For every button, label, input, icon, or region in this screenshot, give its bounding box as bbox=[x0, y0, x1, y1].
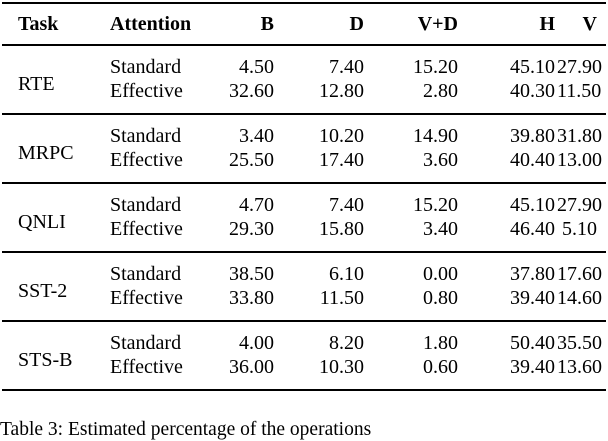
value-vd: 0.80 bbox=[423, 287, 458, 309]
col-header-v: V bbox=[582, 13, 597, 35]
value-vd: 15.20 bbox=[413, 56, 458, 78]
task-label: RTE bbox=[18, 73, 55, 95]
value-b: 4.00 bbox=[239, 332, 274, 354]
value-h: 37.80 bbox=[510, 263, 555, 285]
task-group-rte: RTE Standard 4.50 7.40 15.20 45.10 27.90… bbox=[2, 45, 606, 114]
table-row: MRPC Standard 3.40 10.20 14.90 39.80 31.… bbox=[2, 114, 606, 164]
table-row: Effective 25.50 17.40 3.60 40.40 13.00 bbox=[2, 148, 606, 183]
value-b: 3.40 bbox=[239, 125, 274, 147]
attention-type: Standard bbox=[110, 125, 182, 147]
value-v: 5.10 bbox=[562, 218, 597, 240]
col-header-d: D bbox=[349, 13, 364, 35]
value-d: 15.80 bbox=[319, 218, 364, 240]
table-row: QNLI Standard 4.70 7.40 15.20 45.10 27.9… bbox=[2, 183, 606, 233]
task-label: SST-2 bbox=[18, 280, 68, 302]
header-row: Task Attention B D V+D H V bbox=[2, 3, 606, 45]
value-b: 4.70 bbox=[239, 194, 274, 216]
attention-type: Effective bbox=[110, 80, 183, 102]
value-h: 40.40 bbox=[510, 149, 555, 171]
table-row: Effective 29.30 15.80 3.40 46.40 5.10 bbox=[2, 217, 606, 252]
value-b: 25.50 bbox=[229, 149, 274, 171]
value-b: 36.00 bbox=[229, 356, 274, 378]
table-caption: Table 3: Estimated percentage of the ope… bbox=[0, 419, 372, 440]
value-h: 39.80 bbox=[510, 125, 555, 147]
value-d: 8.20 bbox=[329, 332, 364, 354]
attention-type: Effective bbox=[110, 218, 183, 240]
table-row: RTE Standard 4.50 7.40 15.20 45.10 27.90 bbox=[2, 45, 606, 95]
value-b: 4.50 bbox=[239, 56, 274, 78]
table-row: Effective 36.00 10.30 0.60 39.40 13.60 bbox=[2, 355, 606, 390]
col-header-attention: Attention bbox=[110, 13, 192, 35]
value-h: 50.40 bbox=[510, 332, 555, 354]
value-v: 17.60 bbox=[557, 263, 602, 285]
value-v: 27.90 bbox=[557, 194, 602, 216]
attention-type: Standard bbox=[110, 263, 182, 285]
table-header: Task Attention B D V+D H V bbox=[2, 3, 606, 45]
value-v: 35.50 bbox=[557, 332, 602, 354]
value-h: 45.10 bbox=[510, 56, 555, 78]
value-d: 10.20 bbox=[319, 125, 364, 147]
value-v: 13.00 bbox=[557, 149, 602, 171]
value-h: 40.30 bbox=[510, 80, 555, 102]
task-label: QNLI bbox=[18, 211, 66, 233]
attention-type: Standard bbox=[110, 194, 182, 216]
attention-type: Effective bbox=[110, 356, 183, 378]
table-row: SST-2 Standard 38.50 6.10 0.00 37.80 17.… bbox=[2, 252, 606, 302]
value-v: 13.60 bbox=[557, 356, 602, 378]
value-d: 6.10 bbox=[329, 263, 364, 285]
value-d: 12.80 bbox=[319, 80, 364, 102]
task-label: MRPC bbox=[18, 142, 74, 164]
value-vd: 0.60 bbox=[423, 356, 458, 378]
table-row: Effective 32.60 12.80 2.80 40.30 11.50 bbox=[2, 79, 606, 114]
task-group-mrpc: MRPC Standard 3.40 10.20 14.90 39.80 31.… bbox=[2, 114, 606, 183]
value-vd: 14.90 bbox=[413, 125, 458, 147]
value-b: 32.60 bbox=[229, 80, 274, 102]
task-group-stsb: STS-B Standard 4.00 8.20 1.80 50.40 35.5… bbox=[2, 321, 606, 390]
value-h: 39.40 bbox=[510, 356, 555, 378]
value-d: 17.40 bbox=[319, 149, 364, 171]
value-b: 29.30 bbox=[229, 218, 274, 240]
value-vd: 1.80 bbox=[423, 332, 458, 354]
col-header-vd: V+D bbox=[417, 13, 458, 35]
value-vd: 2.80 bbox=[423, 80, 458, 102]
value-v: 11.50 bbox=[557, 80, 602, 102]
value-vd: 15.20 bbox=[413, 194, 458, 216]
value-v: 31.80 bbox=[557, 125, 602, 147]
attention-type: Effective bbox=[110, 149, 183, 171]
table-row: Effective 33.80 11.50 0.80 39.40 14.60 bbox=[2, 286, 606, 321]
results-table: Task Attention B D V+D H V RTE Standard … bbox=[2, 2, 606, 391]
value-d: 7.40 bbox=[329, 194, 364, 216]
task-group-qnli: QNLI Standard 4.70 7.40 15.20 45.10 27.9… bbox=[2, 183, 606, 252]
table-row: STS-B Standard 4.00 8.20 1.80 50.40 35.5… bbox=[2, 321, 606, 371]
value-b: 38.50 bbox=[229, 263, 274, 285]
value-d: 11.50 bbox=[319, 287, 364, 309]
attention-type: Standard bbox=[110, 332, 182, 354]
attention-type: Effective bbox=[110, 287, 183, 309]
attention-type: Standard bbox=[110, 56, 182, 78]
col-header-b: B bbox=[260, 13, 274, 35]
value-h: 39.40 bbox=[510, 287, 555, 309]
value-vd: 3.60 bbox=[423, 149, 458, 171]
value-vd: 3.40 bbox=[423, 218, 458, 240]
value-d: 10.30 bbox=[319, 356, 364, 378]
value-d: 7.40 bbox=[329, 56, 364, 78]
value-h: 45.10 bbox=[510, 194, 555, 216]
value-vd: 0.00 bbox=[423, 263, 458, 285]
value-v: 27.90 bbox=[557, 56, 602, 78]
col-header-task: Task bbox=[18, 13, 59, 35]
task-group-sst2: SST-2 Standard 38.50 6.10 0.00 37.80 17.… bbox=[2, 252, 606, 321]
value-h: 46.40 bbox=[510, 218, 555, 240]
task-label: STS-B bbox=[18, 349, 73, 371]
value-v: 14.60 bbox=[557, 287, 602, 309]
col-header-h: H bbox=[539, 13, 555, 35]
value-b: 33.80 bbox=[229, 287, 274, 309]
